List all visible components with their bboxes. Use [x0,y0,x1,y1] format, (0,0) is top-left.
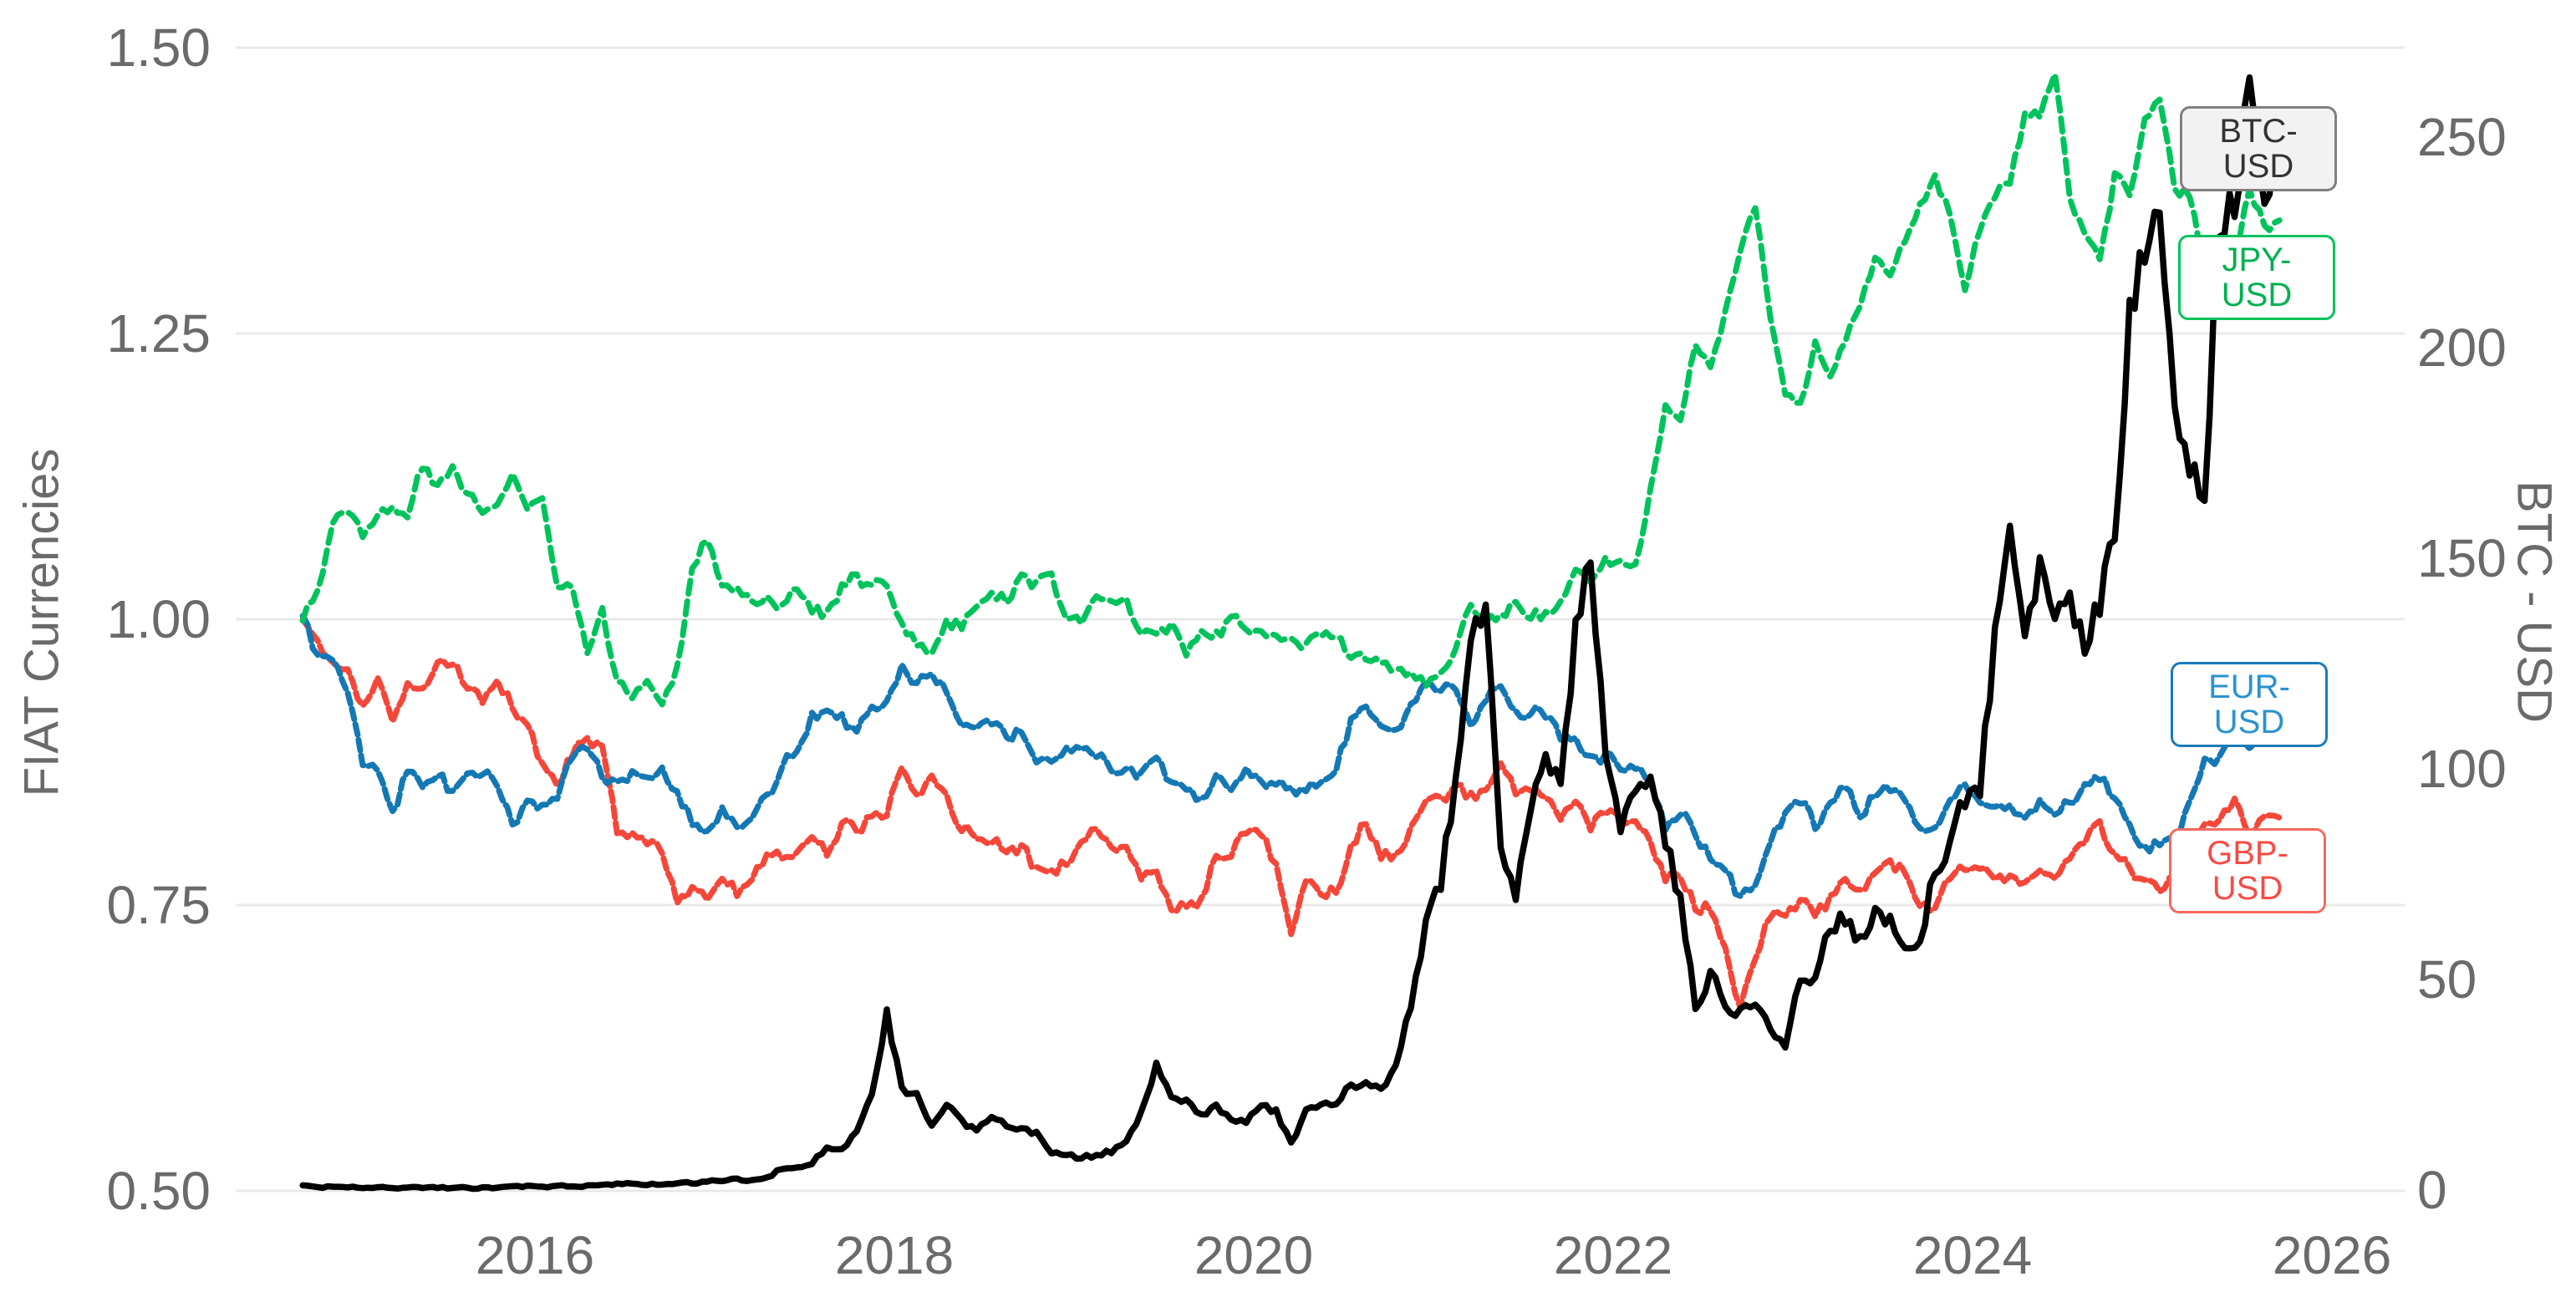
x-tick-label: 2024 [1913,1225,2032,1285]
series-label-btc-usd: BTC-USD [2180,106,2337,191]
series-label-gbp-usd: GBP-USD [2169,828,2326,913]
left-tick-label: 0.75 [106,875,211,935]
right-tick-label: 250 [2417,107,2507,167]
series-line-btc-usd [299,74,2283,1193]
right-tick-label: 150 [2417,528,2507,588]
x-tick-label: 2016 [476,1225,594,1285]
left-tick-label: 1.00 [106,589,211,649]
x-tick-label: 2026 [2273,1225,2391,1285]
x-tick-label: 2022 [1554,1225,1672,1285]
right-axis-title: BTC - USD [2507,481,2562,723]
x-tick-label: 2020 [1194,1225,1313,1285]
right-tick-label: 100 [2417,739,2507,799]
right-tick-label: 50 [2417,949,2477,1010]
right-tick-label: 200 [2417,318,2507,378]
left-tick-label: 1.50 [106,18,211,78]
series-label-jpy-usd: JPY-USD [2178,235,2335,320]
left-tick-label: 1.25 [106,303,211,364]
x-tick-label: 2018 [835,1225,954,1285]
right-tick-label: 0 [2417,1160,2447,1220]
left-tick-label: 0.50 [106,1161,211,1221]
series-label-eur-usd: EUR-USD [2171,662,2328,747]
left-axis-title: FIAT Currencies [14,448,69,797]
series-line-eur-usd [299,613,2283,899]
series-line-gbp-usd [299,616,2283,1011]
series-line-jpy-usd [299,71,2283,708]
